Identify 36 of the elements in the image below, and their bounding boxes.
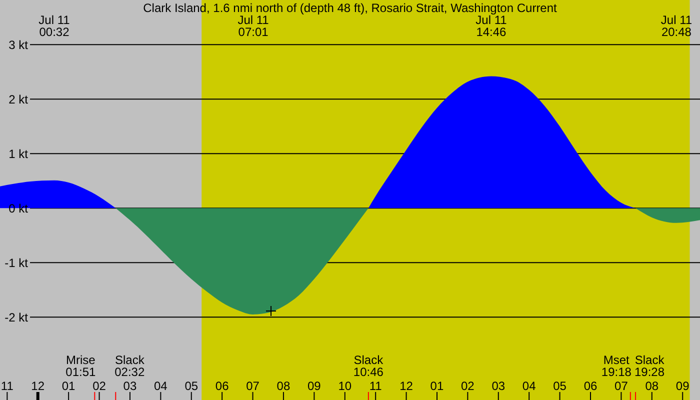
x-tick-label: 01 bbox=[430, 379, 444, 393]
annotation: Mrise 01:51 bbox=[66, 353, 96, 379]
x-tick-label: 09 bbox=[676, 379, 690, 393]
x-tick-label: 04 bbox=[154, 379, 168, 393]
x-tick-label: 07 bbox=[614, 379, 628, 393]
x-tick-label: 05 bbox=[184, 379, 198, 393]
annotation: Slack 19:28 bbox=[634, 353, 666, 379]
annotation: Slack 02:32 bbox=[114, 353, 146, 379]
x-tick-label: 09 bbox=[308, 379, 322, 393]
annotation: Mset 19:18 bbox=[601, 353, 632, 379]
x-tick-label: 12 bbox=[31, 379, 45, 393]
x-tick-label: 11 bbox=[369, 379, 382, 393]
x-tick-label: 08 bbox=[276, 379, 290, 393]
annotation: Jul 11 00:32 bbox=[38, 13, 70, 39]
x-tick-label: 02 bbox=[92, 379, 106, 393]
x-tick-label: 03 bbox=[123, 379, 137, 393]
y-tick-label: 2 kt bbox=[8, 92, 29, 106]
x-tick-label: 06 bbox=[215, 379, 230, 393]
annotation: Jul 11 14:46 bbox=[476, 13, 508, 39]
x-tick-label: 06 bbox=[584, 379, 598, 393]
x-tick-label: 10 bbox=[338, 379, 352, 393]
y-tick-label: 3 kt bbox=[8, 38, 29, 52]
x-tick-label: 01 bbox=[62, 379, 76, 393]
annotation: Jul 11 07:01 bbox=[238, 13, 270, 39]
x-tick-label: 05 bbox=[553, 379, 567, 393]
y-tick-label: -2 kt bbox=[4, 310, 29, 324]
x-tick-label: 02 bbox=[461, 379, 475, 393]
x-tick-label: 11 bbox=[0, 379, 14, 393]
x-tick-label: 07 bbox=[246, 379, 260, 393]
x-tick-label: 03 bbox=[492, 379, 506, 393]
x-tick-label: 04 bbox=[522, 379, 536, 393]
x-tick-label: 12 bbox=[400, 379, 414, 393]
x-tick-label: 08 bbox=[645, 379, 659, 393]
y-tick-label: 1 kt bbox=[8, 146, 29, 161]
annotation: Slack 10:46 bbox=[353, 353, 384, 379]
y-tick-label: -1 kt bbox=[4, 256, 29, 270]
